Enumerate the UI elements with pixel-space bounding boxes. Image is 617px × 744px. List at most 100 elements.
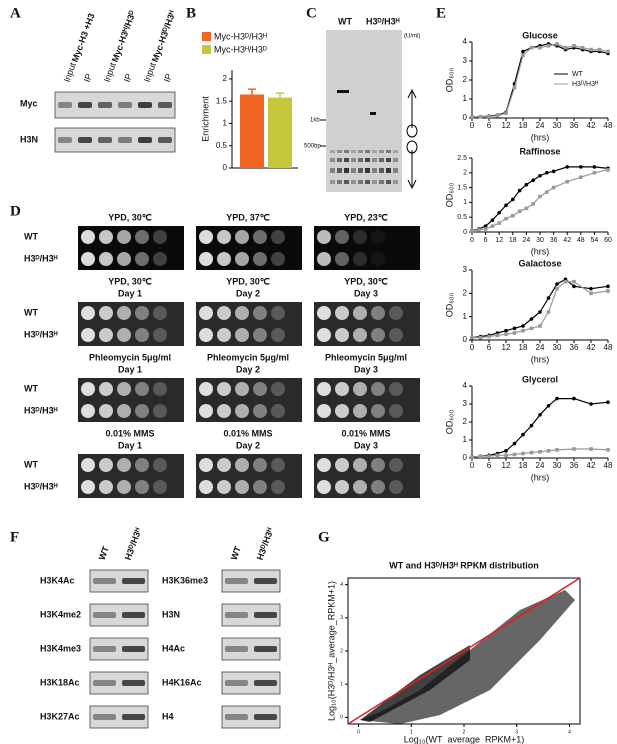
point: [529, 423, 534, 428]
group-label: H3ᴰ/H3ᴴ: [366, 16, 400, 26]
point: [504, 203, 508, 208]
point: [572, 447, 576, 451]
gel-band: [358, 168, 363, 173]
point: [511, 197, 515, 202]
x-tick-label: 12: [502, 121, 511, 130]
chart-title: Glucose: [522, 30, 558, 40]
y-tick-label: 2: [340, 648, 343, 654]
gel-band: [330, 150, 335, 153]
western-blot: [221, 705, 281, 729]
identity-line: [347, 577, 581, 725]
row-label: H4K16Ac: [162, 677, 202, 687]
gel-band: [379, 168, 384, 173]
point: [483, 227, 488, 231]
band: [58, 137, 72, 143]
x-tick-label: 42: [587, 121, 596, 130]
x-axis-label: (hrs): [531, 246, 550, 256]
y-tick-label: 3: [463, 56, 468, 65]
y-tick-label: 2: [463, 288, 468, 297]
plate-day: Day 1: [118, 364, 142, 374]
gel-band: [370, 112, 376, 115]
point: [555, 286, 559, 291]
yeast-spot: [81, 458, 95, 472]
legend-label: Myc-H3ᴴ/H3ᴰ: [214, 44, 267, 54]
point: [589, 447, 593, 451]
plate-title: 0.01% MMS: [105, 428, 154, 438]
x-tick-label: 54: [591, 237, 599, 244]
band: [122, 680, 145, 686]
western-blot: [89, 603, 149, 627]
yeast-spot: [135, 404, 149, 418]
gel-band: [393, 158, 398, 162]
point: [512, 85, 517, 90]
yeast-spot: [217, 306, 231, 320]
point: [521, 432, 525, 437]
yeast-spot: [371, 404, 385, 418]
y-tick-label: 1: [223, 119, 228, 128]
yeast-spot: [81, 230, 95, 244]
point: [579, 165, 583, 169]
chart-title: Galactose: [518, 258, 561, 268]
yeast-spot: [271, 328, 285, 342]
unit-label: (U/ml): [404, 34, 420, 40]
yeast-spot: [235, 404, 249, 418]
yeast-spot: [135, 328, 149, 342]
y-tick-label: 0: [463, 113, 468, 122]
row-label: H3N: [162, 609, 180, 619]
point: [606, 448, 610, 452]
yeast-spot: [317, 252, 331, 266]
x-tick-label: 48: [604, 461, 613, 470]
band: [78, 102, 92, 108]
y-tick-label: 3: [463, 399, 468, 408]
yeast-spot: [153, 230, 167, 244]
plate: [314, 226, 420, 270]
yeast-spot: [353, 230, 367, 244]
point: [529, 317, 534, 321]
yeast-spot: [117, 458, 131, 472]
x-tick-label: 12: [495, 237, 503, 244]
yeast-spot: [371, 382, 385, 396]
column-header: WT: [229, 544, 243, 561]
plate-title: 0.01% MMS: [341, 428, 390, 438]
gel-band: [330, 158, 335, 162]
column-header: H3ᴰ/H3ᴴ: [255, 527, 276, 562]
point: [470, 335, 474, 340]
yeast-spot: [317, 328, 331, 342]
row-label: H3K36me3: [162, 575, 208, 585]
yeast-spot: [335, 252, 349, 266]
gel-band: [337, 150, 342, 153]
x-tick-label: 36: [550, 237, 558, 244]
point: [551, 185, 556, 190]
point: [538, 45, 542, 50]
yeast-spot: [271, 252, 285, 266]
point: [606, 168, 610, 172]
point: [487, 114, 491, 119]
point: [565, 179, 569, 184]
point: [546, 296, 551, 300]
point: [504, 453, 508, 458]
point: [512, 441, 517, 446]
plate-title: YPD, 30℃: [108, 276, 152, 286]
y-tick-label: 0.5: [457, 214, 467, 221]
yeast-spot: [335, 382, 349, 396]
band: [122, 578, 145, 584]
point: [517, 209, 522, 214]
point: [546, 310, 551, 314]
yeast-spot: [153, 252, 167, 266]
yeast-spot: [389, 382, 403, 396]
plate: [314, 454, 420, 498]
panel-label: C: [306, 5, 317, 21]
band: [122, 646, 145, 652]
y-tick-label: 1: [340, 682, 343, 688]
point: [487, 454, 491, 458]
legend-label: Myc-H3ᴰ/H3ᴴ: [214, 31, 267, 41]
row-label: WT: [24, 459, 38, 469]
x-tick-label: 18: [519, 121, 528, 130]
point: [495, 333, 500, 338]
row-label: Myc: [20, 98, 38, 108]
point: [546, 449, 551, 453]
legend-label: H3ᴰ/H3ᴴ: [572, 81, 598, 88]
x-tick-label: 42: [563, 237, 571, 244]
point: [477, 228, 481, 232]
